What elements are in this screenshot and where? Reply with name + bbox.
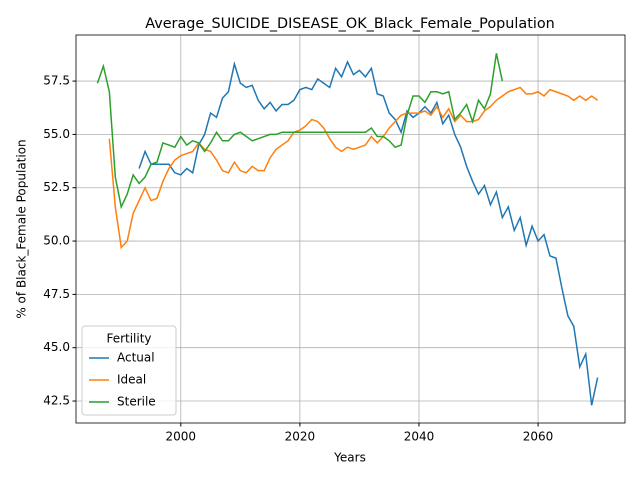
y-tick-label: 50.0 (43, 234, 70, 248)
legend-box (81, 325, 177, 416)
y-tick-label: 55.0 (43, 127, 70, 141)
y-tick-label: 52.5 (43, 180, 70, 194)
data-line (108, 86, 599, 250)
x-tick-label: 2020 (285, 430, 316, 444)
legend-label: Ideal (117, 373, 146, 387)
y-tick-label: 47.5 (43, 287, 70, 301)
x-tick-label: 2060 (523, 430, 554, 444)
legend-label: Sterile (117, 395, 156, 409)
y-tick-label: 45.0 (43, 340, 70, 354)
legend: Fertility Actual Ideal Sterile (81, 325, 177, 416)
data-line (138, 59, 599, 406)
y-axis-label: % of Black_Female Population (15, 139, 29, 318)
axes-frame (75, 34, 626, 424)
y-tick-label: 57.5 (43, 74, 70, 88)
legend-title: Fertility (106, 332, 151, 346)
y-tick-label: 42.5 (43, 394, 70, 408)
x-tick-label: 2000 (166, 430, 197, 444)
legend-label: Actual (117, 351, 155, 365)
x-axis-label: Years (333, 451, 366, 465)
data-line (96, 53, 504, 210)
chart-title: Average_SUICIDE_DISEASE_OK_Black_Female_… (145, 16, 555, 32)
x-tick-label: 2040 (404, 430, 435, 444)
